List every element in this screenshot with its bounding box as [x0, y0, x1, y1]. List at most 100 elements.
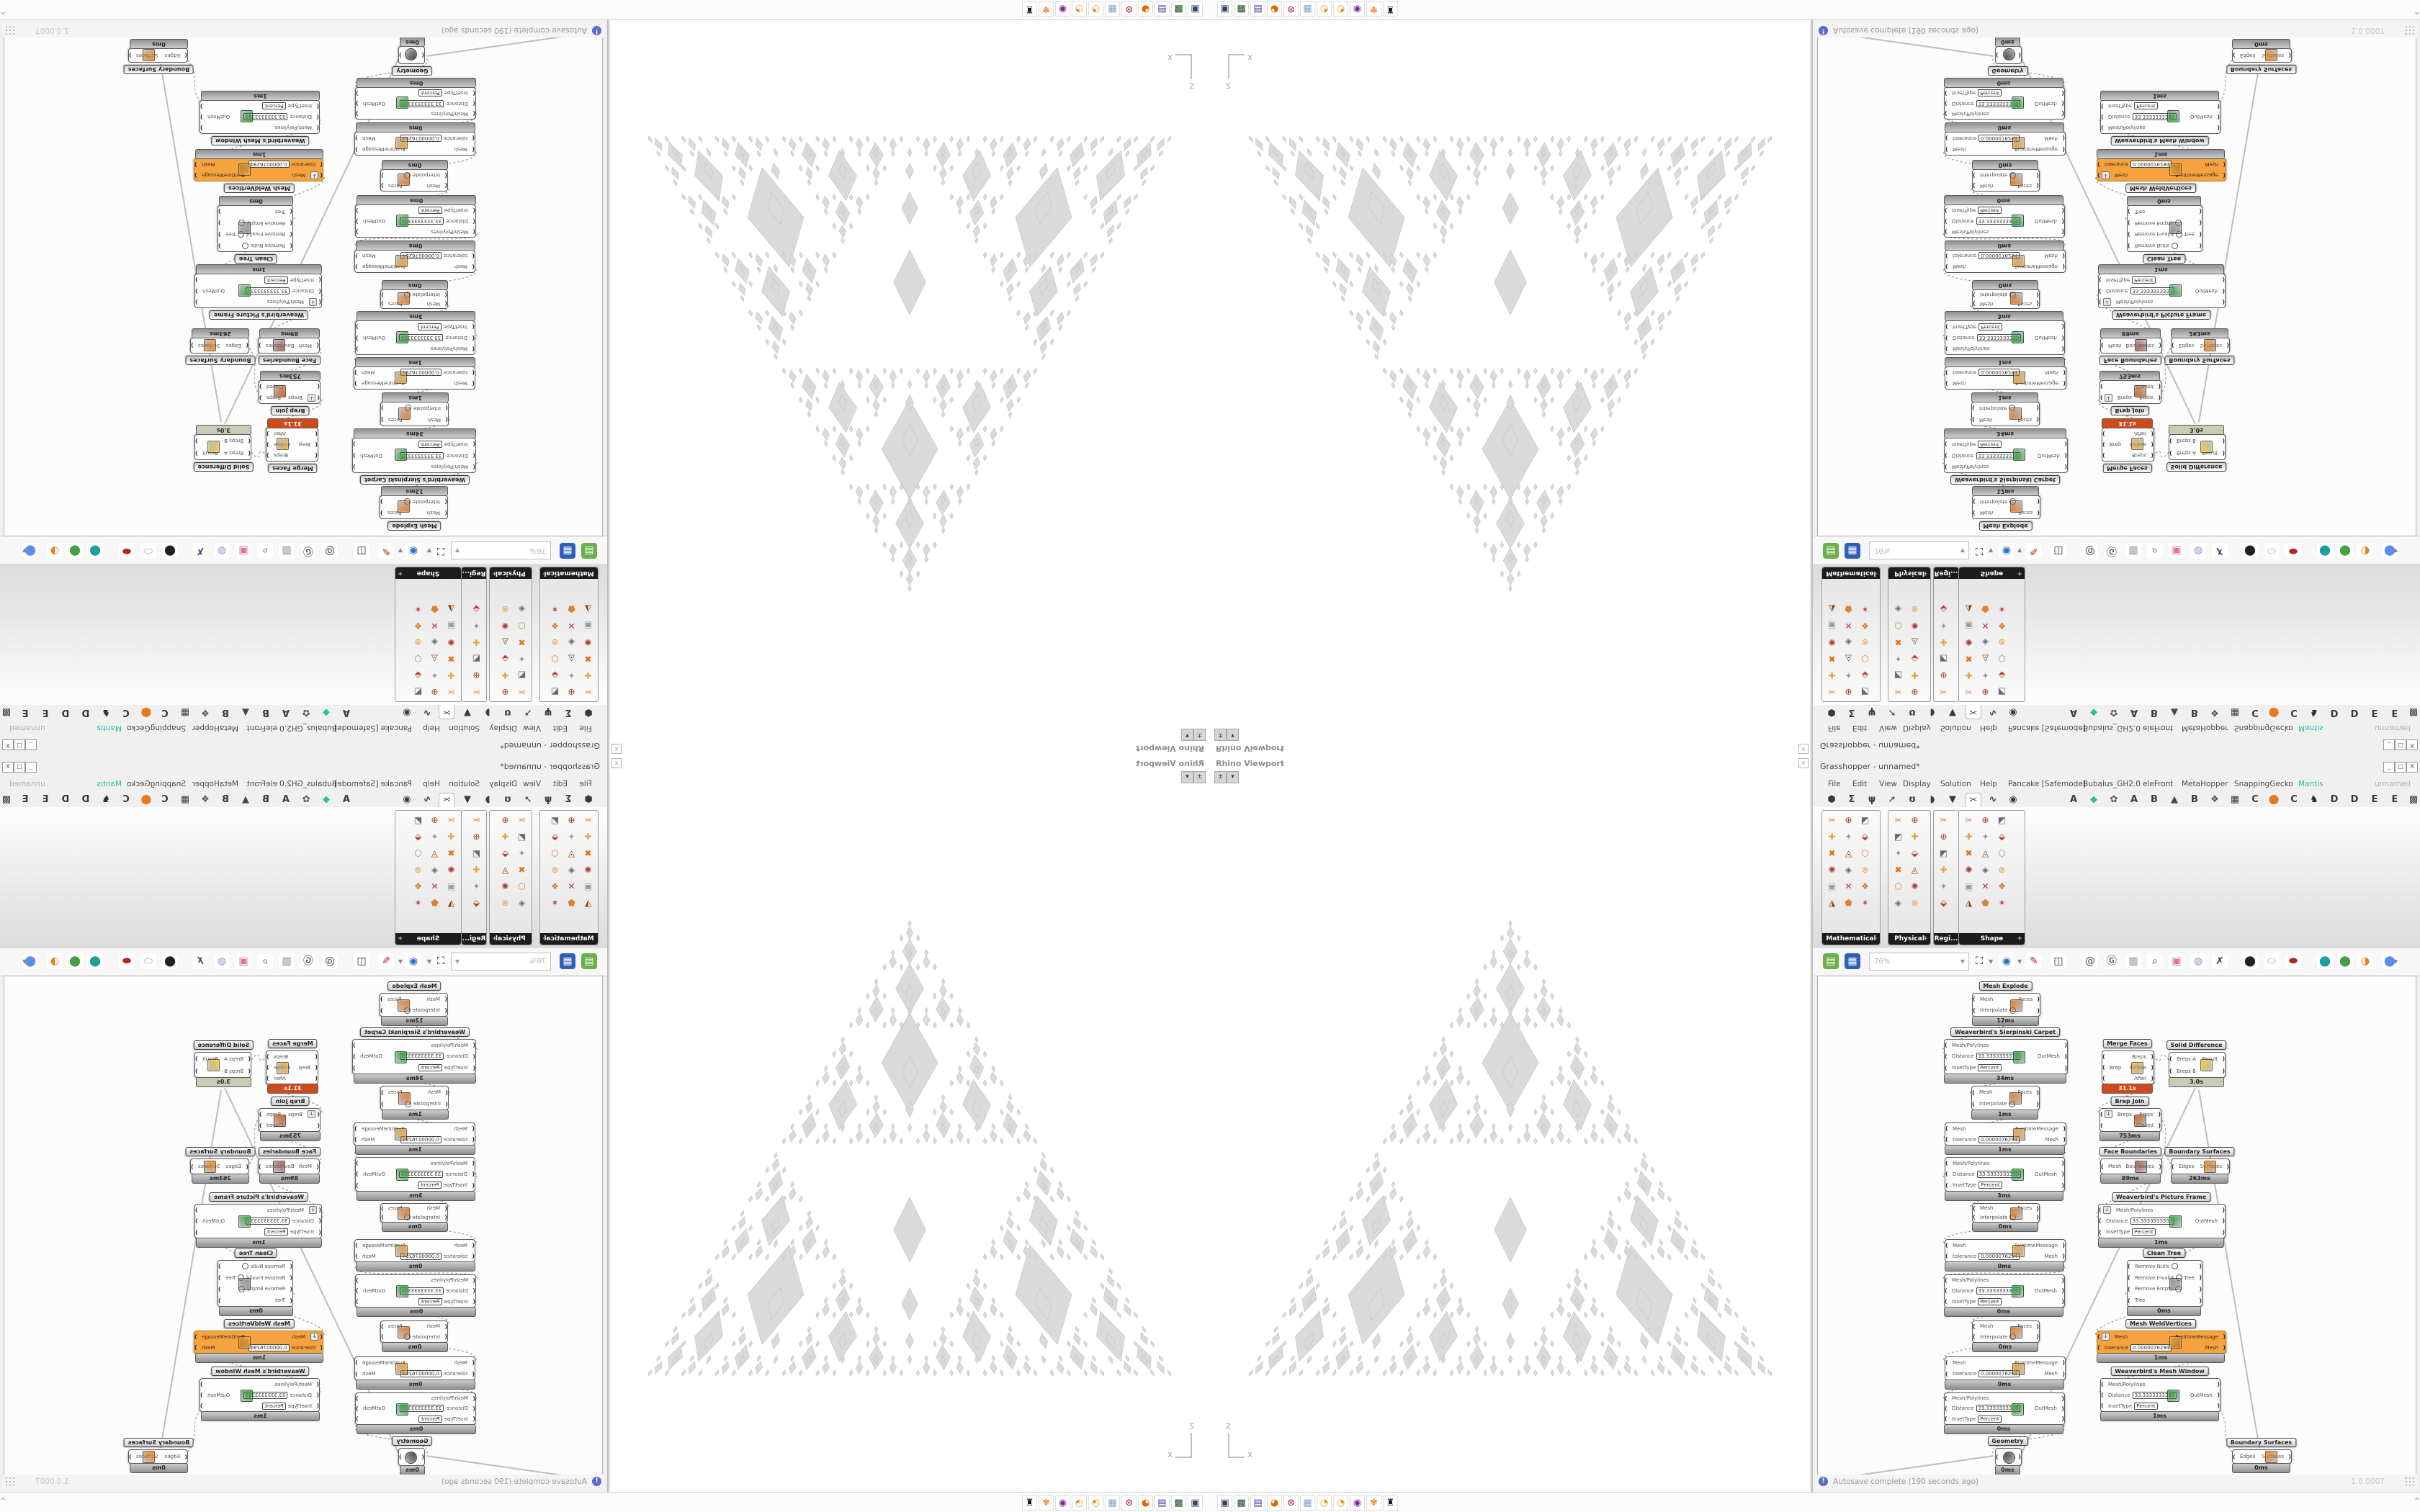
- toggle-circle[interactable]: [2171, 1263, 2178, 1270]
- component-icon[interactable]: ⊕: [472, 670, 480, 680]
- cylinder-white-icon[interactable]: ⬭: [140, 953, 156, 969]
- node-WS[interactable]: (↓ Mesh RuntimeMessage) (tolerance 0.0000076…: [194, 158, 323, 181]
- node-W3[interactable]: (Mesh RuntimeMessage) (tolerance 0.00000762…: [354, 132, 475, 156]
- node-FB[interactable]: (MeshBoundaries): [2100, 338, 2162, 354]
- component-icon[interactable]: ⬙: [1861, 832, 1869, 842]
- ball-orange-icon[interactable]: ◑: [47, 543, 63, 559]
- finder-icon[interactable]: ⌕: [2147, 953, 2163, 969]
- tab-vector-icon[interactable]: ➚: [524, 794, 532, 805]
- firefox-icon[interactable]: ◕: [1138, 1495, 1153, 1511]
- viewport-button-2[interactable]: ▾: [1181, 771, 1193, 783]
- terminal-app-icon[interactable]: ▩: [1234, 1495, 1249, 1511]
- component-icon[interactable]: ⬟: [1845, 898, 1852, 908]
- palette-footer-label[interactable]: Regi...: [1934, 567, 1958, 579]
- node-title-SD[interactable]: Solid Difference: [2166, 462, 2227, 472]
- node-canvas[interactable]: Mesh Explode (Mesh Faces) (Interpolate) 12ms…: [4, 36, 603, 536]
- component-icon[interactable]: ◩: [550, 687, 560, 697]
- value-box[interactable]: Percent: [2132, 1228, 2156, 1236]
- component-icon[interactable]: ✚: [1911, 670, 1919, 680]
- component-icon[interactable]: ⊗: [1911, 898, 1919, 908]
- tab-plugin-diamond-icon[interactable]: ◆: [2090, 707, 2097, 718]
- node-BS2[interactable]: (EdgesSurfaces): [2232, 48, 2292, 63]
- tab-intersect-icon[interactable]: ✂: [439, 705, 454, 719]
- node-CT[interactable]: (Remove Nulls) (Remove Invalid Tree) (Remov…: [218, 1260, 293, 1307]
- component-icon[interactable]: ❖: [551, 621, 559, 631]
- close-button[interactable]: X: [2406, 762, 2418, 773]
- chevron-down-icon[interactable]: ▼: [2017, 547, 2022, 554]
- tab-sets-icon[interactable]: ψ: [544, 707, 552, 718]
- node-A3[interactable]: (Mesh Faces) (Interpolate): [1972, 1203, 2040, 1223]
- bulb-icon[interactable]: ◍: [214, 543, 230, 559]
- tab-curve-icon[interactable]: ʊ: [1908, 707, 1917, 718]
- component-icon[interactable]: ⬡: [1998, 848, 2006, 858]
- component-icon[interactable]: ✺: [1828, 865, 1836, 875]
- tab-plugin-shield-icon[interactable]: ❖: [201, 794, 210, 805]
- tab-maths-icon[interactable]: Σ: [565, 707, 572, 718]
- component-icon[interactable]: ✺: [584, 865, 592, 875]
- node-title-A1[interactable]: Mesh Explode: [387, 521, 442, 531]
- jumble-icon[interactable]: ✗: [2212, 543, 2228, 559]
- tab-plugin-c1-icon[interactable]: C: [2251, 707, 2259, 718]
- tab-sets-icon[interactable]: ψ: [1868, 707, 1876, 718]
- component-icon[interactable]: ◩: [550, 815, 560, 825]
- component-icon[interactable]: ◩: [1894, 670, 1903, 680]
- node-title-BS1[interactable]: Boundary Surfaces: [2164, 1147, 2235, 1156]
- component-icon[interactable]: ✂: [584, 687, 592, 697]
- component-icon[interactable]: ◈: [568, 637, 575, 647]
- node-A3[interactable]: (Mesh Faces) (Interpolate): [380, 1203, 448, 1223]
- tab-plugin-e2-icon[interactable]: E: [22, 707, 29, 718]
- node-title-MF[interactable]: Merge Faces: [2102, 464, 2152, 473]
- component-icon[interactable]: ⊕: [568, 687, 575, 697]
- palette-expand-icon[interactable]: +: [542, 935, 548, 942]
- picture-icon[interactable]: ▥: [279, 953, 295, 969]
- component-icon[interactable]: ✶: [1861, 604, 1869, 614]
- node-BS1[interactable]: (EdgesSurfaces): [190, 1158, 249, 1174]
- menu-help[interactable]: Help: [423, 780, 440, 788]
- node-B4[interactable]: (Mesh/Polylines) (Distance 33.3333333333 Ou…: [355, 87, 476, 120]
- component-icon[interactable]: ⬟: [1845, 604, 1852, 614]
- component-icon[interactable]: ✕: [1845, 621, 1852, 631]
- palette-expand-icon[interactable]: +: [492, 570, 498, 577]
- palette-footer-label[interactable]: Shape +: [1959, 567, 2025, 579]
- node-title-GEO[interactable]: Geometry: [1987, 66, 2028, 76]
- menu-metahopper[interactable]: MetaHopper: [2182, 780, 2228, 788]
- tab-plugin-b2-icon[interactable]: B: [2191, 794, 2198, 805]
- tab-transform-icon[interactable]: ∿: [423, 707, 431, 718]
- menu-edit[interactable]: Edit: [1852, 724, 1868, 732]
- node-title-SD[interactable]: Solid Difference: [2166, 1040, 2227, 1050]
- component-icon[interactable]: ✦: [1981, 832, 1989, 842]
- tab-maths-icon[interactable]: Σ: [1848, 707, 1855, 718]
- tab-params-icon[interactable]: ⬢: [1827, 707, 1836, 718]
- tab-maths-icon[interactable]: Σ: [1848, 794, 1855, 805]
- node-title-WPF[interactable]: Weaverbird's Picture Frame: [2111, 310, 2211, 320]
- sphere-dark-icon[interactable]: ⬤: [162, 543, 178, 559]
- tab-plugin-c2-icon[interactable]: C: [122, 794, 130, 805]
- component-icon[interactable]: ✦: [1940, 881, 1948, 891]
- tab-params-icon[interactable]: ⬢: [584, 794, 593, 805]
- tray-caret-icon[interactable]: ^: [2414, 7, 2420, 14]
- palette-expand-icon[interactable]: +: [1872, 570, 1878, 577]
- node-B2[interactable]: (Mesh/Polylines) (Distance 33.3333333333 Ou…: [1945, 1157, 2065, 1192]
- component-icon[interactable]: ✂: [1965, 687, 1973, 697]
- value-box[interactable]: Percent: [262, 102, 286, 110]
- tab-plugin-diamond-icon[interactable]: ◆: [2090, 794, 2097, 805]
- component-icon[interactable]: ◩: [1997, 687, 2007, 697]
- tab-plugin-orange-icon[interactable]: ⬤: [140, 794, 152, 805]
- cluster-icon[interactable]: @: [322, 543, 338, 559]
- component-icon[interactable]: ✚: [1911, 832, 1919, 842]
- component-icon[interactable]: ⊗: [1998, 865, 2006, 875]
- minimize-button[interactable]: _: [2383, 739, 2395, 750]
- picture-icon[interactable]: ▥: [2125, 953, 2141, 969]
- menu-snappinggecko[interactable]: SnappingGecko: [2234, 724, 2293, 732]
- tab-plugin-a2-icon[interactable]: A: [282, 707, 290, 718]
- preview-eye-icon[interactable]: ◉: [405, 543, 421, 559]
- node-title-BJ[interactable]: Brep Join: [271, 406, 310, 415]
- tab-mesh-icon[interactable]: ▼: [1949, 707, 1956, 718]
- node-W3[interactable]: (Mesh RuntimeMessage) (tolerance 0.00000762…: [1945, 132, 2066, 156]
- tray-caret-icon[interactable]: ^: [0, 7, 6, 14]
- palette-footer-label[interactable]: Mathematical +: [1822, 933, 1880, 945]
